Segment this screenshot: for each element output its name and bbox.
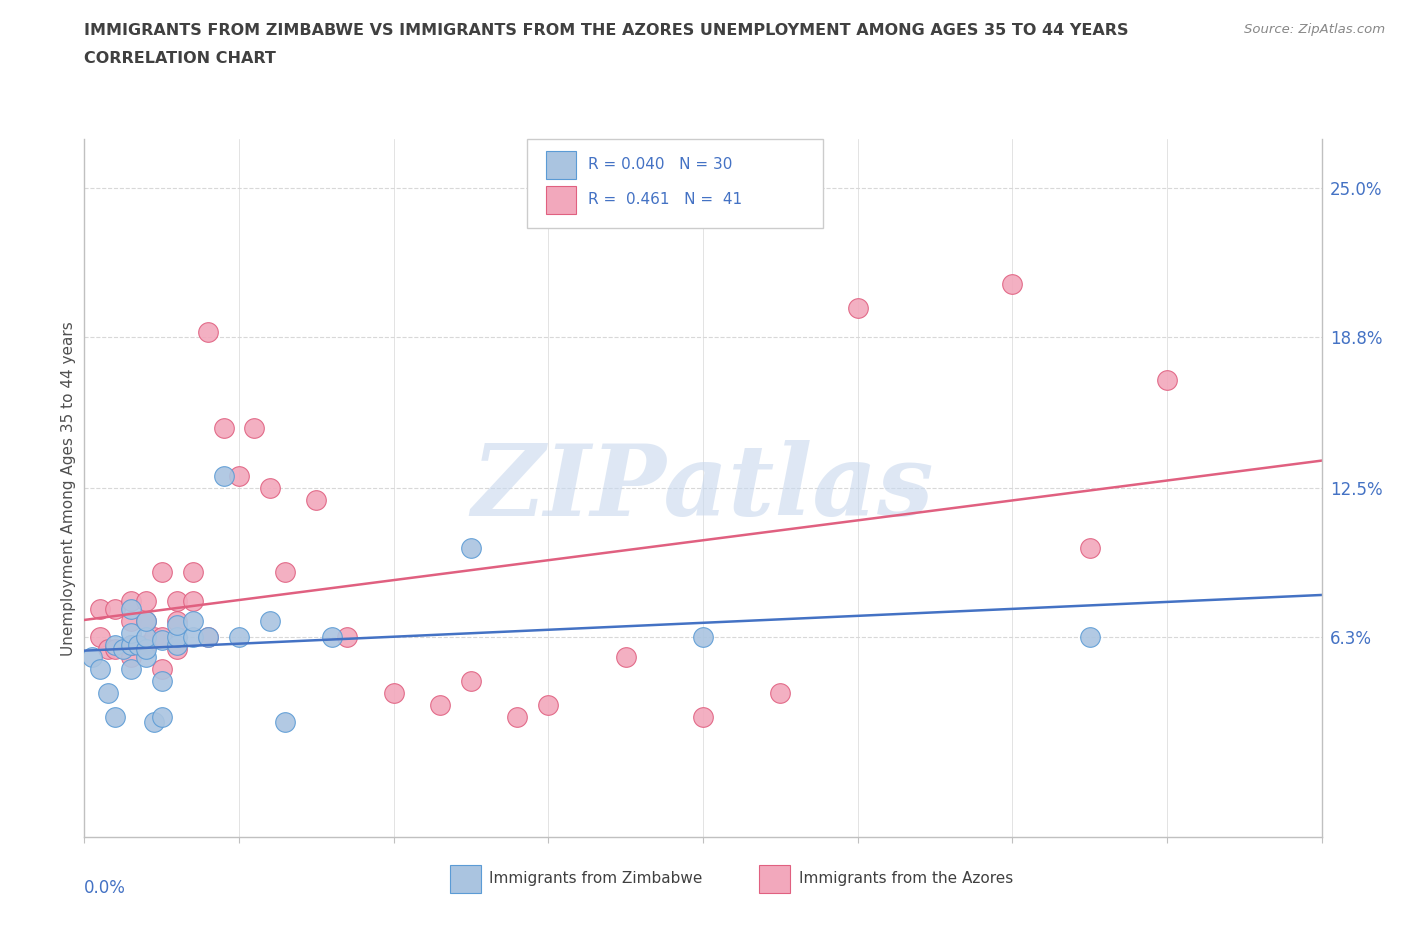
Point xyxy=(143,714,166,729)
Point xyxy=(614,649,637,664)
Point xyxy=(1001,276,1024,291)
Point xyxy=(259,613,281,628)
Point xyxy=(166,613,188,628)
Point xyxy=(305,493,328,508)
Point xyxy=(166,594,188,609)
Point xyxy=(135,613,157,628)
Text: Immigrants from the Azores: Immigrants from the Azores xyxy=(799,871,1012,886)
Point xyxy=(120,661,142,676)
Y-axis label: Unemployment Among Ages 35 to 44 years: Unemployment Among Ages 35 to 44 years xyxy=(60,321,76,656)
Text: 0.0%: 0.0% xyxy=(84,879,127,897)
Point xyxy=(429,698,451,712)
Point xyxy=(104,637,127,652)
Point xyxy=(274,714,297,729)
Point xyxy=(181,594,204,609)
Point xyxy=(112,642,135,657)
Text: CORRELATION CHART: CORRELATION CHART xyxy=(84,51,276,66)
Point xyxy=(89,601,111,616)
Point xyxy=(150,661,173,676)
Point xyxy=(150,673,173,688)
Point xyxy=(143,630,166,644)
Text: IMMIGRANTS FROM ZIMBABWE VS IMMIGRANTS FROM THE AZORES UNEMPLOYMENT AMONG AGES 3: IMMIGRANTS FROM ZIMBABWE VS IMMIGRANTS F… xyxy=(84,23,1129,38)
Point xyxy=(135,613,157,628)
Point xyxy=(150,565,173,580)
Point xyxy=(537,698,560,712)
Point xyxy=(181,565,204,580)
Point xyxy=(166,637,188,652)
Text: Source: ZipAtlas.com: Source: ZipAtlas.com xyxy=(1244,23,1385,36)
Point xyxy=(128,637,150,652)
Point xyxy=(197,630,219,644)
Point xyxy=(120,637,142,652)
Text: R =  0.461   N =  41: R = 0.461 N = 41 xyxy=(588,193,742,207)
Point xyxy=(135,594,157,609)
Point xyxy=(692,710,714,724)
Point xyxy=(120,594,142,609)
Point xyxy=(135,642,157,657)
Point xyxy=(274,565,297,580)
Point xyxy=(135,637,157,652)
Text: ZIPatlas: ZIPatlas xyxy=(472,440,934,537)
Point xyxy=(1078,630,1101,644)
Point xyxy=(1156,373,1178,388)
Point xyxy=(166,630,188,644)
Point xyxy=(150,632,173,647)
Point xyxy=(120,613,142,628)
Point xyxy=(104,601,127,616)
Point xyxy=(82,649,104,664)
Point xyxy=(336,630,359,644)
Point xyxy=(460,673,482,688)
Point xyxy=(692,630,714,644)
Point xyxy=(228,469,250,484)
Point xyxy=(150,630,173,644)
Point xyxy=(120,601,142,616)
Point xyxy=(846,300,869,315)
Point xyxy=(321,630,343,644)
Text: R = 0.040   N = 30: R = 0.040 N = 30 xyxy=(588,157,733,172)
Point xyxy=(120,637,142,652)
Point xyxy=(89,661,111,676)
Point xyxy=(460,541,482,556)
Point xyxy=(212,420,235,435)
Point xyxy=(228,630,250,644)
Point xyxy=(181,630,204,644)
Point xyxy=(166,642,188,657)
Point xyxy=(96,685,120,700)
Point xyxy=(104,642,127,657)
Point xyxy=(150,710,173,724)
Point xyxy=(135,630,157,644)
Point xyxy=(1078,541,1101,556)
Point xyxy=(212,469,235,484)
Point xyxy=(96,642,120,657)
Point xyxy=(89,630,111,644)
Point xyxy=(769,685,792,700)
Point xyxy=(166,618,188,632)
Text: Immigrants from Zimbabwe: Immigrants from Zimbabwe xyxy=(489,871,703,886)
Point xyxy=(506,710,529,724)
Point xyxy=(120,649,142,664)
Point xyxy=(120,625,142,640)
Point xyxy=(135,649,157,664)
Point xyxy=(197,630,219,644)
Point xyxy=(243,420,266,435)
Point xyxy=(104,710,127,724)
Point xyxy=(181,613,204,628)
Point xyxy=(259,481,281,496)
Point xyxy=(197,325,219,339)
Point xyxy=(382,685,405,700)
